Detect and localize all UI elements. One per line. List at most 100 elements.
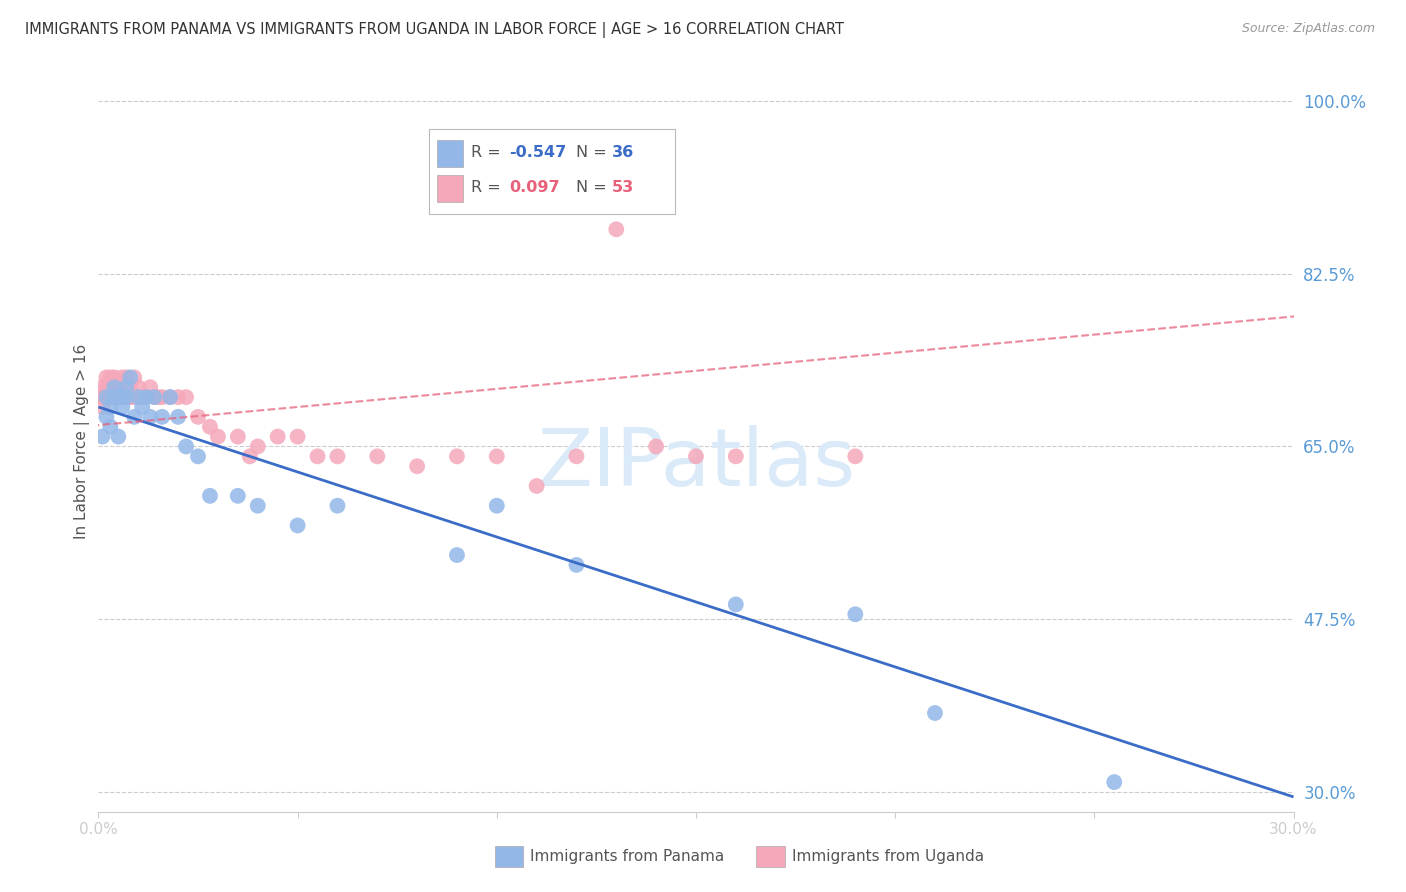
Text: R =: R = (471, 180, 510, 194)
Point (124, 390, 146, 404)
Point (96, 380, 118, 394)
Y-axis label: In Labor Force | Age > 16: In Labor Force | Age > 16 (75, 344, 90, 539)
Point (167, 390, 190, 404)
Point (115, 370, 138, 384)
Point (187, 450, 209, 464)
Point (139, 409, 162, 424)
Point (115, 380, 138, 394)
Point (124, 409, 146, 424)
Point (111, 400, 134, 414)
Point (446, 450, 468, 464)
Point (91, 390, 114, 404)
Point (124, 370, 146, 384)
Point (111, 390, 134, 404)
Point (91, 400, 114, 414)
Text: Source: ZipAtlas.com: Source: ZipAtlas.com (1241, 22, 1375, 36)
Point (174, 440, 197, 454)
Text: Immigrants from Panama: Immigrants from Panama (530, 849, 724, 863)
Point (605, 222, 627, 236)
Point (326, 450, 349, 464)
Point (406, 459, 429, 474)
Point (167, 409, 190, 424)
Point (127, 390, 149, 404)
Point (98, 400, 122, 414)
Point (724, 598, 747, 612)
Point (139, 380, 162, 394)
Point (526, 479, 548, 493)
Text: N =: N = (576, 180, 613, 194)
Point (326, 499, 349, 513)
Point (924, 706, 946, 720)
Point (287, 518, 309, 533)
Point (143, 390, 166, 404)
Point (198, 489, 221, 503)
Point (844, 450, 866, 464)
Point (96, 409, 118, 424)
Point (127, 380, 149, 394)
Point (246, 440, 269, 454)
Point (98, 419, 122, 434)
Point (485, 450, 508, 464)
Text: N =: N = (576, 145, 613, 160)
Point (120, 370, 142, 384)
Point (198, 419, 221, 434)
Point (565, 450, 588, 464)
Point (844, 607, 866, 622)
Point (1104, 775, 1126, 789)
Text: 0.097: 0.097 (509, 180, 560, 194)
Text: IMMIGRANTS FROM PANAMA VS IMMIGRANTS FROM UGANDA IN LABOR FORCE | AGE > 16 CORRE: IMMIGRANTS FROM PANAMA VS IMMIGRANTS FRO… (25, 22, 845, 38)
Point (103, 370, 125, 384)
Text: Immigrants from Uganda: Immigrants from Uganda (792, 849, 984, 863)
Point (148, 390, 170, 404)
Point (96, 390, 118, 404)
Point (120, 380, 142, 394)
Point (107, 380, 129, 394)
Point (150, 390, 173, 404)
Point (103, 390, 125, 404)
Point (485, 499, 508, 513)
Point (131, 400, 153, 414)
Point (150, 409, 173, 424)
Point (685, 450, 707, 464)
Point (366, 450, 388, 464)
Point (107, 429, 129, 443)
Point (159, 390, 181, 404)
Text: -0.547: -0.547 (509, 145, 567, 160)
Point (115, 390, 138, 404)
Point (565, 558, 588, 572)
Point (120, 390, 142, 404)
Point (174, 390, 197, 404)
Point (645, 440, 668, 454)
Point (103, 390, 125, 404)
Point (103, 380, 125, 394)
Point (96, 370, 118, 384)
Point (115, 390, 138, 404)
Point (446, 548, 468, 562)
Point (98, 390, 122, 404)
Point (287, 429, 309, 443)
Text: R =: R = (471, 145, 506, 160)
Point (307, 450, 329, 464)
Point (127, 390, 149, 404)
Point (131, 390, 153, 404)
Point (98, 380, 122, 394)
Point (98, 370, 122, 384)
Point (159, 390, 181, 404)
Point (143, 390, 166, 404)
Point (226, 429, 249, 443)
Point (107, 390, 129, 404)
Point (187, 409, 209, 424)
Text: 53: 53 (612, 180, 634, 194)
Point (91, 429, 114, 443)
Point (207, 429, 229, 443)
Point (135, 390, 157, 404)
Text: 36: 36 (612, 145, 634, 160)
Point (111, 370, 134, 384)
Point (267, 429, 290, 443)
Point (226, 489, 249, 503)
Point (135, 390, 157, 404)
Text: ZIPatlas: ZIPatlas (537, 425, 855, 503)
Point (724, 450, 747, 464)
Point (239, 450, 262, 464)
Point (111, 390, 134, 404)
